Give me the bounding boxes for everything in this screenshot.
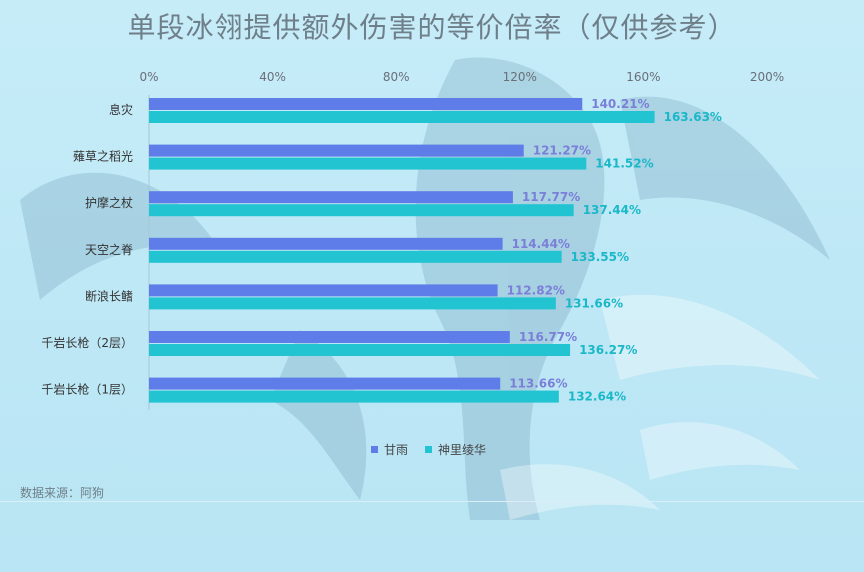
bar-series1 (149, 98, 583, 110)
footer-divider (0, 501, 864, 502)
bar-series2 (149, 250, 562, 263)
x-tick-label: 0% (139, 70, 158, 84)
chart-title: 单段冰翎提供额外伤害的等价倍率（仅供参考） (127, 11, 737, 44)
bar-series1 (149, 237, 503, 250)
category-label: 天空之脊 (85, 243, 133, 257)
data-label: 163.63% (664, 110, 722, 124)
x-tick-label: 200% (750, 70, 784, 84)
x-tick-label: 40% (259, 70, 286, 84)
legend-label: 甘雨 (384, 443, 408, 457)
data-label: 141.52% (595, 157, 653, 171)
data-label: 112.82% (507, 283, 565, 297)
category-label: 息灾 (109, 102, 133, 117)
data-label: 116.77% (519, 330, 577, 344)
bar-series2 (149, 157, 587, 170)
bar-series1 (149, 144, 524, 157)
category-label: 断浪长鳍 (85, 288, 133, 303)
data-label: 132.64% (568, 390, 626, 404)
bar-series1 (149, 284, 498, 297)
data-label: 136.27% (579, 343, 637, 357)
bar-series1 (149, 331, 510, 343)
data-label: 131.66% (565, 296, 623, 310)
category-label: 薙草之稻光 (73, 150, 133, 164)
data-source-note: 数据来源：阿狗 (20, 486, 105, 500)
data-label: 133.55% (571, 250, 629, 264)
category-label: 千岩长枪（2层） (41, 335, 133, 350)
x-tick-label: 120% (503, 70, 537, 84)
x-tick-label: 160% (626, 70, 660, 84)
bar-series2 (149, 390, 559, 403)
data-label: 140.21% (591, 97, 649, 111)
legend-label: 神里绫华 (438, 443, 486, 457)
legend-swatch (371, 446, 378, 453)
x-tick-label: 80% (383, 70, 410, 84)
bar-series1 (149, 191, 513, 204)
data-label: 114.44% (512, 237, 570, 251)
bar-series2 (149, 204, 574, 217)
category-label: 千岩长枪（1层） (41, 382, 133, 397)
data-label: 117.77% (522, 190, 580, 204)
legend-swatch (425, 446, 432, 453)
data-label: 113.66% (509, 377, 567, 391)
data-label: 121.27% (533, 144, 591, 158)
bar-series1 (149, 377, 501, 390)
category-label: 护摩之杖 (85, 195, 133, 210)
data-label: 137.44% (583, 203, 641, 217)
bar-series2 (149, 111, 655, 123)
bar-series2 (149, 297, 556, 310)
bar-series2 (149, 344, 571, 356)
